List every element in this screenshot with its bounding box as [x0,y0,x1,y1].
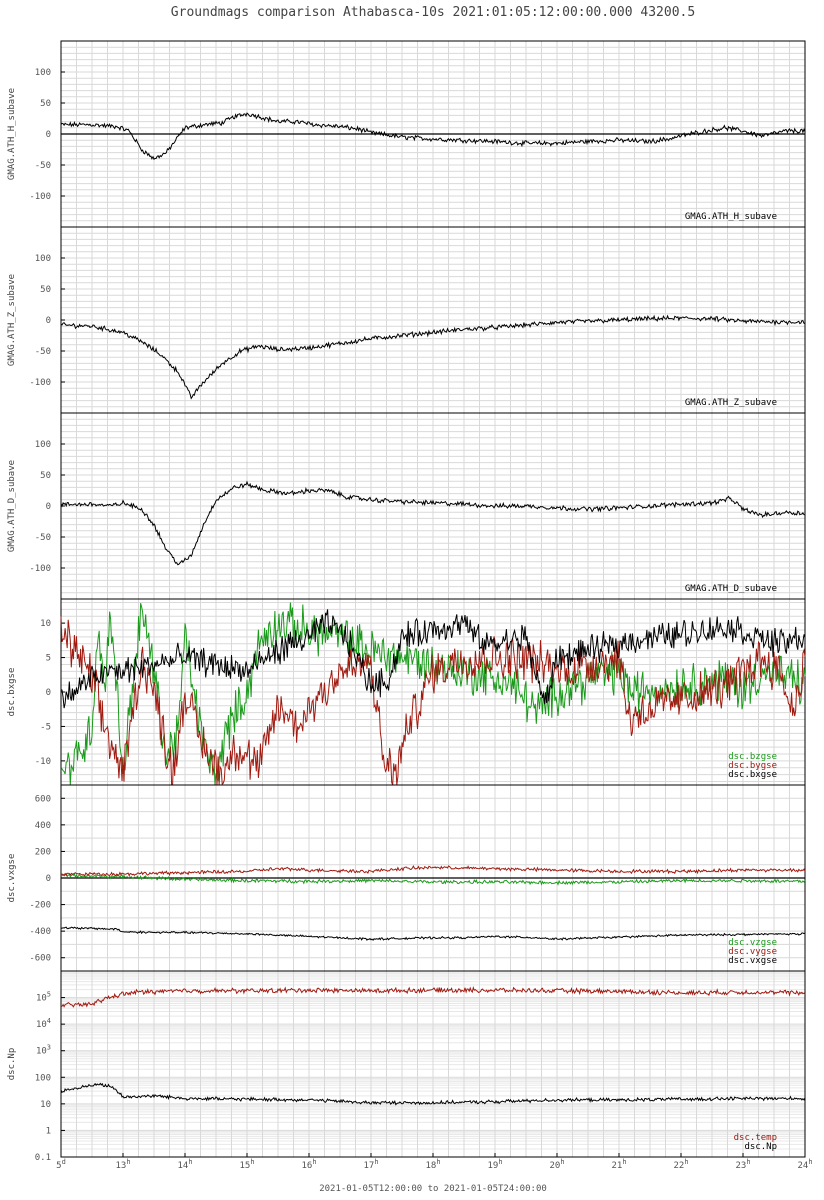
chart-title: Groundmags comparison Athabasca-10s 2021… [171,5,695,20]
legend-entry: dsc.bzgse [728,752,777,762]
y-tick-label: -5 [40,722,51,732]
y-tick-label: 10 [40,1100,51,1110]
y-tick-label: 0 [46,688,51,698]
y-tick-label: -100 [29,378,51,388]
legend-entry: GMAG.ATH_D_subave [685,584,777,594]
y-tick-label: 104 [36,1017,51,1030]
panel-1: 100 50 0 -50 -100 GMAG.ATH_H_subave GMAG.ATH_H… [7,40,806,228]
panel-2: 100 50 0 -50 -100 GMAG.ATH_Z_subave GMAG.ATH_Z… [7,226,806,414]
panel-5: 600 400 200 0 -200 -400 -600 dsc.vxgse dsc.vzgse… [7,784,806,972]
series-line [60,986,806,1008]
series-line [60,926,806,941]
y-tick-label: 50 [40,471,51,481]
y-tick-label: 103 [36,1044,51,1057]
y-tick-label: -200 [29,901,51,911]
y-tick-label: 50 [40,99,51,109]
y-tick-label: -100 [29,564,51,574]
y-tick-label: 400 [35,821,51,831]
legend-entry: dsc.bygse [728,761,777,771]
y-axis-label: GMAG.ATH_Z_subave [7,274,17,366]
y-tick-label: -50 [35,347,51,357]
y-tick-label: -100 [29,192,51,202]
x-tick-label: 14h [177,1158,192,1171]
y-tick-label: 100 [35,1073,51,1083]
legend-entry: dsc.vzgse [728,938,777,948]
x-tick-label: 5d [56,1158,66,1171]
x-tick-label: 21h [611,1158,626,1171]
series-line [60,602,806,786]
x-tick-label: 18h [425,1158,440,1171]
series-line [60,609,806,709]
y-tick-label: 50 [40,285,51,295]
x-tick-label: 16h [301,1158,316,1171]
y-tick-label: 1 [46,1126,51,1136]
y-tick-label: 100 [35,68,51,78]
x-axis: 5d 13h 14h 15h 16h 17h 18h 19h 20h 21h 22h 23h 24h [56,1153,813,1171]
y-tick-label: 100 [35,440,51,450]
x-tick-label: 13h [115,1158,130,1171]
legend-entry: dsc.vxgse [728,956,777,966]
series-line [60,872,806,886]
series-line [60,616,806,786]
x-tick-label: 20h [549,1158,564,1171]
y-tick-label: 10 [40,619,51,629]
y-tick-label: 105 [36,991,51,1004]
y-tick-label: 0 [46,874,51,884]
panel-4: 1050-5-10dsc.bxgsedsc.bzgsedsc.bygsedsc.… [7,598,806,786]
y-tick-label: -10 [35,757,51,767]
x-tick-label: 23h [735,1158,750,1171]
y-tick-label: 0 [46,502,51,512]
y-tick-label: 0.1 [35,1153,51,1163]
x-tick-label: 24h [797,1158,812,1171]
legend-entry: dsc.Np [744,1142,777,1152]
legend-entry: GMAG.ATH_Z_subave [685,398,777,408]
x-tick-label: 17h [363,1158,378,1171]
y-tick-label: 0 [46,130,51,140]
y-tick-label: -50 [35,161,51,171]
x-tick-label: 19h [487,1158,502,1171]
time-range-label: 2021-01-05T12:00:00 to 2021-01-05T24:00:… [319,1184,547,1194]
y-axis-label: dsc.Np [7,1048,17,1081]
y-axis-label: dsc.vxgse [7,854,17,903]
legend-entry: dsc.vygse [728,947,777,957]
y-tick-label: 0 [46,316,51,326]
series-line [60,1082,806,1106]
series-line [60,314,806,400]
legend-entry: dsc.temp [734,1133,777,1143]
legend-entry: GMAG.ATH_H_subave [685,212,777,222]
series-line [60,480,806,566]
y-tick-label: -50 [35,533,51,543]
legend-entry: dsc.bxgse [728,770,777,780]
y-tick-label: 100 [35,254,51,264]
panel-stack: 100500-50-100GMAG.ATH_H_subaveGMAG.ATH_H… [7,40,806,1163]
y-axis-label: GMAG.ATH_H_subave [7,88,17,180]
series-line [60,112,806,161]
x-tick-label: 22h [673,1158,688,1171]
y-tick-label: -400 [29,927,51,937]
y-axis-label: dsc.bxgse [7,668,17,717]
y-tick-label: -600 [29,954,51,964]
y-tick-label: 600 [35,794,51,804]
series-line [60,865,806,877]
y-axis-label: GMAG.ATH_D_subave [7,460,17,552]
y-tick-label: 5 [46,654,51,664]
panel-3: 100 50 0 -50 -100 GMAG.ATH_D_subave GMAG.ATH_D… [7,412,806,600]
x-tick-label: 15h [239,1158,254,1171]
y-tick-label: 200 [35,847,51,857]
